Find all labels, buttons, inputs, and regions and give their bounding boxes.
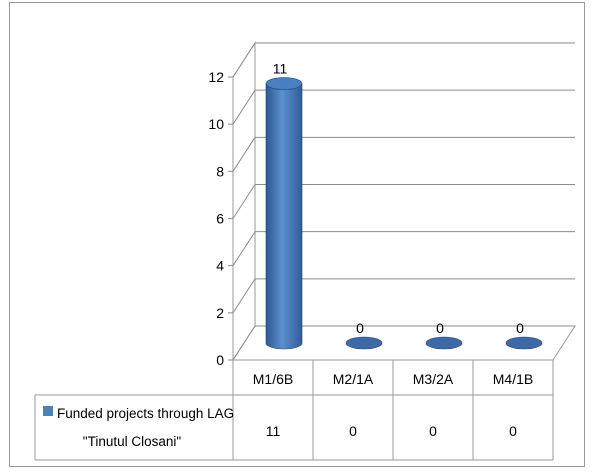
bar-m4-1b <box>505 336 543 350</box>
table-value: 0 <box>429 423 437 439</box>
bar-top-m1-6b <box>265 77 303 90</box>
y-tick-label: 4 <box>216 258 224 274</box>
data-label-m3-2a: 0 <box>436 320 444 336</box>
gridline-side <box>232 42 256 78</box>
data-labels: 11 0 0 0 <box>273 61 524 336</box>
gridline-side <box>232 278 256 314</box>
y-tick-label: 0 <box>216 352 224 368</box>
table-value: 0 <box>349 423 357 439</box>
x-category-label: M2/1A <box>333 371 374 387</box>
x-category-label: M3/2A <box>413 371 454 387</box>
legend-key <box>43 406 53 416</box>
bar-m2-1a <box>345 336 383 350</box>
y-tick-label: 10 <box>208 116 224 132</box>
data-label-m4-1b: 0 <box>516 320 524 336</box>
y-tick-label: 8 <box>216 163 224 179</box>
data-label-m2-1a: 0 <box>356 320 364 336</box>
bar-m1-6b <box>265 83 303 350</box>
table-value: 0 <box>509 423 517 439</box>
gridlines <box>228 42 575 361</box>
x-category-label: M1/6B <box>253 371 293 387</box>
y-tick-label: 6 <box>216 211 224 227</box>
y-tick-label: 2 <box>216 305 224 321</box>
table-value: 11 <box>266 423 281 439</box>
data-table: M1/6B 11 M2/1A 0 M3/2A 0 M4/1B 0 Funded projects… <box>34 360 554 461</box>
legend-label-line2: "Tinutul Closani" <box>83 434 182 449</box>
legend-label-line1: Funded projects through LAG <box>57 406 234 421</box>
gridline-side <box>232 184 256 219</box>
y-tick-label: 12 <box>208 69 224 85</box>
gridline-side <box>232 89 256 125</box>
gridline-side <box>232 231 256 266</box>
x-category-label: M4/1B <box>493 371 533 387</box>
bars <box>265 77 543 350</box>
data-label-m1-6b: 11 <box>273 61 288 77</box>
bar-m3-2a <box>425 336 463 350</box>
gridline-side <box>232 325 256 361</box>
y-axis-ticks: 0 2 4 6 8 10 12 <box>208 69 224 368</box>
gridline-side <box>232 137 256 172</box>
